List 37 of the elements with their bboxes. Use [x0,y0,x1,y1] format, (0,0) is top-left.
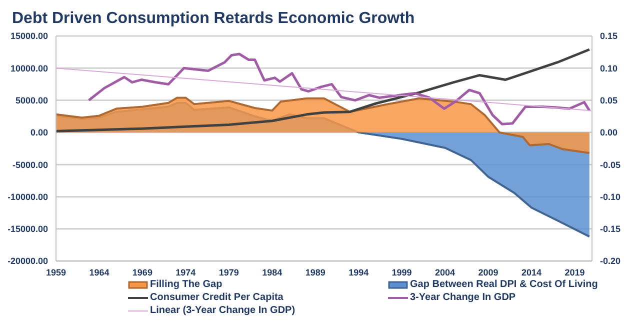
y-tick-label: -5000.00 [12,160,48,170]
legend-label: Consumer Credit Per Capita [150,292,284,303]
y2-tick-label: 0.05 [600,95,618,106]
x-tick-label: 1979 [218,267,239,278]
y2-tick-label: -0.10 [600,192,621,202]
legend-label: 3-Year Change In GDP [410,292,516,303]
x-tick-label: 1974 [176,267,196,278]
y-tick-label: -15000.00 [7,224,48,234]
x-tick-label: 2014 [521,267,542,278]
x-tick-label: 2004 [435,267,456,278]
x-tick-label: 2009 [478,267,498,278]
y-tick-label: 15000.00 [10,31,48,42]
line-series [88,52,591,126]
y-tick-label: -20000.00 [7,256,48,266]
x-tick-label: 2019 [564,267,585,278]
x-tick-label: 1959 [46,267,66,278]
y2-tick-label: 0.00 [600,128,618,138]
x-tick-label: 1989 [305,267,326,278]
x-tick-label: 1964 [89,267,110,278]
y2-tick-label: -0.05 [600,160,621,170]
legend-label: Filling The Gap [150,279,222,290]
x-tick-label: 1984 [262,267,282,278]
y2-tick-label: -0.15 [600,224,621,234]
y-tick-label: 10000.00 [10,63,48,74]
y-tick-label: 5000.00 [15,95,48,106]
y-tick-label: -10000.00 [7,192,48,202]
x-tick-label: 1969 [132,267,152,278]
line-series [56,48,591,132]
x-tick-label: 1999 [392,267,412,278]
x-tick-label: 1994 [348,267,369,278]
y-tick-label: 0.00 [30,128,48,138]
y2-tick-label: 0.10 [600,63,618,74]
chart-title: Debt Driven Consumption Retards Economic Growth [12,10,415,28]
y2-tick-label: -0.20 [600,256,621,266]
legend-label: Gap Between Real DPI & Cost Of Living [410,279,598,290]
y2-tick-label: 0.15 [600,31,618,42]
legend-label: Linear (3-Year Change In GDP) [150,305,296,316]
